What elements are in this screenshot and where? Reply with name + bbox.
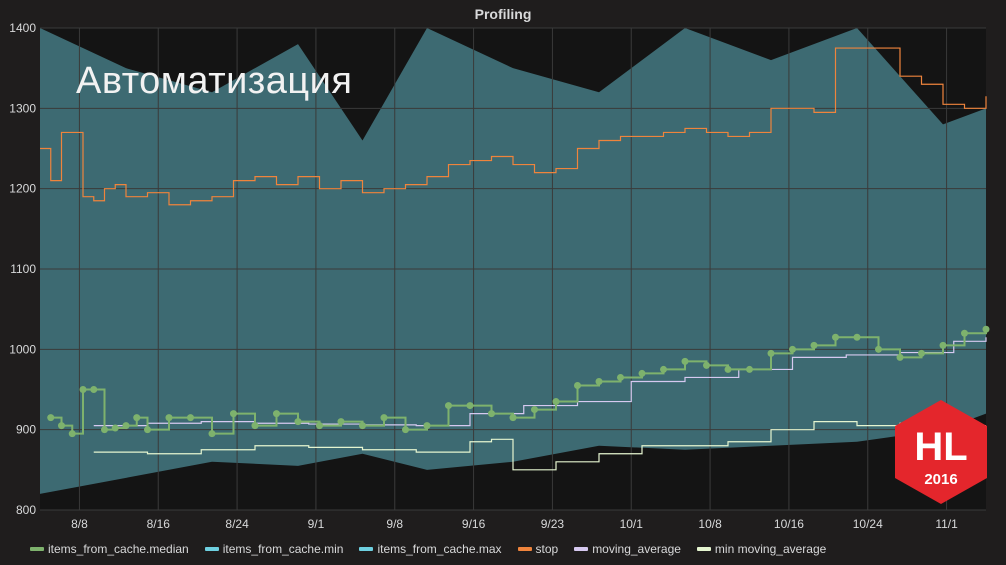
x-tick-label: 10/16 bbox=[774, 517, 804, 531]
median-point bbox=[509, 414, 517, 422]
x-tick-label: 10/24 bbox=[853, 517, 883, 531]
median-point bbox=[165, 414, 173, 422]
legend-swatch bbox=[696, 547, 711, 551]
legend-item[interactable]: moving_average bbox=[574, 542, 681, 556]
median-point bbox=[660, 365, 667, 373]
median-point bbox=[466, 402, 474, 410]
x-tick-label: 8/8 bbox=[71, 517, 88, 531]
y-tick-label: 900 bbox=[16, 423, 36, 437]
legend-item[interactable]: items_from_cache.min bbox=[204, 542, 344, 556]
median-point bbox=[144, 426, 151, 434]
median-point bbox=[122, 422, 130, 430]
x-tick-label: 9/16 bbox=[462, 517, 486, 531]
median-point bbox=[294, 418, 302, 426]
slide-heading: Автоматизация bbox=[76, 60, 353, 102]
median-point bbox=[789, 345, 796, 353]
median-point bbox=[638, 369, 646, 377]
x-tick-label: 9/23 bbox=[541, 517, 565, 531]
median-point bbox=[703, 361, 710, 369]
median-point bbox=[90, 386, 98, 393]
median-point bbox=[230, 410, 237, 418]
median-point bbox=[724, 365, 732, 373]
series-line-stop bbox=[40, 47, 987, 206]
median-point bbox=[423, 422, 431, 430]
series-line-min-moving-average bbox=[93, 421, 986, 471]
y-tick-label: 1200 bbox=[9, 182, 36, 196]
median-point bbox=[58, 422, 65, 430]
y-tick-label: 800 bbox=[16, 503, 36, 517]
legend-item[interactable]: items_from_cache.median bbox=[30, 542, 189, 556]
median-point bbox=[380, 414, 388, 422]
median-point bbox=[273, 410, 280, 418]
median-point bbox=[79, 386, 87, 393]
badge-hexagon bbox=[895, 400, 987, 504]
min-max-band bbox=[40, 28, 986, 494]
median-point bbox=[875, 345, 882, 353]
legend-swatch bbox=[30, 547, 44, 551]
x-tick-label: 10/8 bbox=[698, 517, 722, 531]
legend-item[interactable]: stop bbox=[517, 542, 559, 556]
y-tick-label: 1400 bbox=[9, 21, 36, 35]
legend-swatch bbox=[574, 547, 589, 551]
x-tick-label: 11/1 bbox=[935, 517, 958, 531]
median-point bbox=[939, 341, 947, 349]
median-point bbox=[101, 426, 108, 434]
median-point bbox=[574, 381, 581, 389]
median-point bbox=[531, 406, 538, 414]
median-point bbox=[918, 349, 925, 357]
y-tick-label: 1000 bbox=[9, 342, 36, 356]
median-point bbox=[982, 325, 990, 333]
median-point bbox=[251, 422, 259, 430]
chart-legend: items_from_cache.median items_from_cache.… bbox=[30, 542, 826, 556]
median-point bbox=[552, 398, 560, 406]
legend-label: min moving_average bbox=[714, 542, 827, 556]
legend-item[interactable]: items_from_cache.max bbox=[359, 542, 502, 556]
badge-hl-text: HL bbox=[914, 425, 967, 469]
legend-label: moving_average bbox=[592, 542, 681, 556]
x-tick-label: 9/1 bbox=[308, 517, 325, 531]
legend-swatch bbox=[517, 547, 532, 551]
panel-title: Profiling bbox=[474, 6, 532, 22]
median-point bbox=[961, 329, 968, 337]
median-point bbox=[445, 402, 452, 410]
median-point bbox=[853, 333, 861, 341]
legend-label: items_from_cache.median bbox=[48, 542, 189, 556]
median-point bbox=[111, 424, 119, 432]
median-point bbox=[595, 377, 603, 385]
y-tick-label: 1100 bbox=[10, 262, 36, 276]
legend-label: stop bbox=[535, 542, 559, 556]
median-point bbox=[681, 357, 689, 365]
legend-label: items_from_cache.max bbox=[377, 542, 502, 556]
badge-year-text: 2016 bbox=[924, 471, 957, 488]
median-point bbox=[402, 426, 409, 434]
median-point bbox=[488, 410, 495, 418]
median-point bbox=[810, 341, 818, 349]
median-point bbox=[316, 422, 323, 430]
legend-item[interactable]: min moving_average bbox=[696, 542, 827, 556]
median-point bbox=[187, 414, 194, 422]
legend-label: items_from_cache.min bbox=[222, 542, 344, 556]
y-tick-label: 1300 bbox=[9, 101, 36, 115]
hl-2016-logo: HL 2016 bbox=[895, 400, 987, 504]
x-tick-label: 10/1 bbox=[620, 517, 644, 531]
median-point bbox=[767, 349, 775, 357]
legend-swatch bbox=[359, 547, 374, 551]
median-point bbox=[208, 430, 216, 438]
median-point bbox=[896, 353, 904, 361]
median-point bbox=[133, 414, 141, 422]
median-point bbox=[68, 430, 76, 438]
median-point bbox=[617, 373, 624, 381]
median-point bbox=[359, 422, 366, 430]
x-tick-label: 8/16 bbox=[147, 517, 171, 531]
median-point bbox=[337, 418, 345, 426]
median-point bbox=[832, 333, 839, 341]
median-point bbox=[746, 365, 753, 373]
x-tick-label: 8/24 bbox=[225, 517, 249, 531]
legend-swatch bbox=[204, 547, 219, 551]
median-point bbox=[47, 414, 55, 422]
x-tick-label: 9/8 bbox=[386, 517, 403, 531]
